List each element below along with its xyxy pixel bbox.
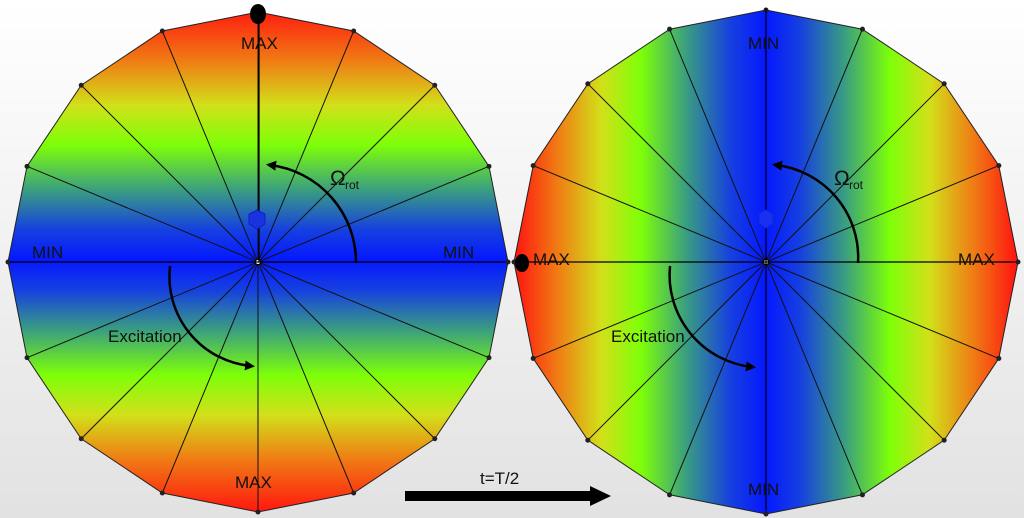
right-vertex-node: [941, 437, 947, 443]
left-vertex-node: [5, 259, 11, 265]
left-left-label: MIN: [32, 243, 63, 262]
time-arrow: t=T/2: [405, 469, 611, 506]
right-right-label: MAX: [958, 250, 995, 269]
right-top-label: MIN: [748, 34, 779, 53]
left-vertex-node: [486, 355, 492, 361]
left-spoke: [257, 165, 490, 263]
left-spoke: [161, 30, 259, 263]
left-vertex-node: [432, 436, 438, 442]
left-excitation-arrow: [168, 265, 255, 371]
right-excitation-arrow: [668, 265, 756, 372]
right-marker-dot: [515, 254, 529, 272]
right-spoke: [765, 261, 863, 496]
left-vertex-node: [255, 509, 261, 515]
left-spoke: [257, 261, 490, 359]
right-spoke: [532, 261, 767, 359]
right-rotation-arrow: [772, 160, 860, 264]
right-vertex-node: [941, 81, 947, 87]
left-spoke: [257, 261, 355, 494]
left-rotation-omega: Ω: [330, 167, 346, 190]
left-spoke: [257, 84, 436, 263]
right-vertex-node: [859, 26, 865, 32]
left-spoke: [257, 30, 355, 263]
left-vertex-node: [432, 82, 438, 88]
left-vertex-node: [78, 436, 84, 442]
left-bottom-label: MAX: [235, 473, 272, 492]
right-vertex-node: [996, 163, 1002, 169]
right-bottom-label: MIN: [748, 480, 779, 499]
right-vertex-node: [996, 355, 1002, 361]
right-vertex-node: [585, 437, 591, 443]
left-center-hex: [248, 209, 266, 230]
left-spoke: [26, 261, 259, 359]
right-spoke: [765, 28, 863, 263]
left-marker-dot: [250, 4, 266, 24]
right-excitation-label: Excitation: [611, 327, 685, 346]
right-rotation-omega: Ω: [834, 167, 850, 190]
left-spoke: [257, 261, 436, 440]
right-disk: MIN MIN MAX MAX Ω rot Excitation: [511, 7, 1021, 517]
left-spoke: [80, 84, 259, 263]
right-left-label: MAX: [533, 250, 570, 269]
time-arrow-head: [590, 486, 611, 506]
right-center-hex: [758, 209, 774, 229]
right-vertex-node: [530, 355, 536, 361]
right-spoke: [669, 28, 767, 263]
right-vertex-node: [530, 163, 536, 169]
left-rotation-arrow: [266, 160, 358, 264]
left-vertex-node: [24, 163, 30, 169]
right-spoke: [765, 83, 945, 263]
right-spoke: [669, 261, 767, 496]
left-excitation-label: Excitation: [108, 327, 182, 346]
left-vertex-node: [159, 490, 165, 496]
left-vertex-node: [351, 490, 357, 496]
left-vertex-node: [24, 355, 30, 361]
left-disk: MAX MAX MIN MIN Ω rot Excitation: [5, 4, 511, 515]
right-rotation-sub: rot: [849, 178, 864, 192]
left-vertex-node: [486, 163, 492, 169]
left-spoke: [161, 261, 259, 494]
left-vertex-node: [159, 28, 165, 34]
right-spoke: [587, 83, 767, 263]
right-vertex-node: [859, 492, 865, 498]
right-spoke: [765, 261, 945, 441]
right-spoke: [765, 261, 1000, 359]
right-spoke: [532, 165, 767, 263]
left-top-label: MAX: [241, 34, 278, 53]
left-disk-spokes: [8, 12, 508, 512]
right-vertex-node: [667, 492, 673, 498]
right-spoke: [765, 165, 1000, 263]
right-vertex-node: [585, 81, 591, 87]
right-spoke: [587, 261, 767, 441]
left-right-label: MIN: [443, 243, 474, 262]
left-spoke: [80, 261, 259, 440]
left-vertex-node: [505, 259, 511, 265]
right-vertex-node: [763, 511, 769, 517]
right-vertex-node: [1015, 259, 1021, 265]
left-spoke: [26, 165, 259, 263]
right-vertex-node: [667, 26, 673, 32]
left-disk-nodes: [5, 9, 511, 515]
left-rotation-sub: rot: [345, 178, 360, 192]
time-arrow-label: t=T/2: [480, 469, 519, 488]
left-vertex-node: [78, 82, 84, 88]
left-vertex-node: [351, 28, 357, 34]
